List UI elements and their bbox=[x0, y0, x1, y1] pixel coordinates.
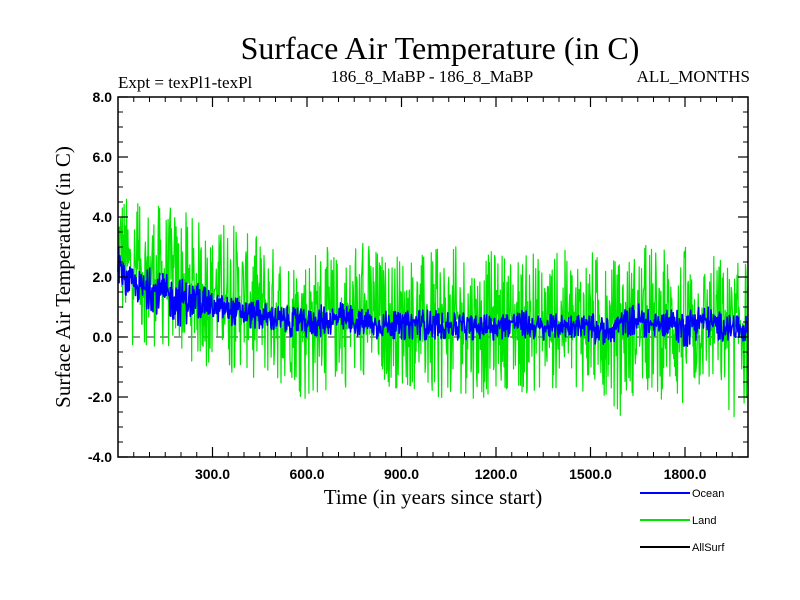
x-tick-label: 1200.0 bbox=[475, 466, 518, 482]
legend-label-ocean: Ocean bbox=[692, 488, 724, 500]
chart-subtitle-right: ALL_MONTHS bbox=[637, 67, 750, 86]
chart-subtitle-center: 186_8_MaBP - 186_8_MaBP bbox=[331, 67, 533, 86]
x-tick-label: 1800.0 bbox=[664, 466, 707, 482]
chart-title: Surface Air Temperature (in C) bbox=[241, 30, 640, 66]
y-tick-label: 8.0 bbox=[93, 89, 113, 105]
x-tick-label: 1500.0 bbox=[569, 466, 612, 482]
y-tick-label: 4.0 bbox=[93, 209, 113, 225]
y-tick-label: 2.0 bbox=[93, 269, 113, 285]
plot-area bbox=[117, 198, 749, 418]
legend: Ocean Land AllSurf bbox=[640, 488, 725, 554]
series-ocean-line bbox=[117, 246, 749, 347]
y-axis-label: Surface Air Temperature (in C) bbox=[51, 146, 75, 408]
x-axis-label: Time (in years since start) bbox=[324, 485, 543, 509]
legend-label-allsurf: AllSurf bbox=[692, 542, 725, 554]
legend-label-land: Land bbox=[692, 515, 716, 527]
x-tick-label: 600.0 bbox=[289, 466, 324, 482]
y-tick-label: 0.0 bbox=[93, 329, 113, 345]
x-tick-label: 900.0 bbox=[384, 466, 419, 482]
chart-subtitle-left: Expt = texPl1-texPl bbox=[118, 73, 253, 92]
x-tick-label: 300.0 bbox=[195, 466, 230, 482]
y-tick-label: -2.0 bbox=[88, 389, 112, 405]
y-tick-label: -4.0 bbox=[88, 449, 112, 465]
y-tick-label: 6.0 bbox=[93, 149, 113, 165]
axes: -4.0 -2.0 0.0 2.0 4.0 6.0 8.0 300.0 600.0 900.0 12… bbox=[88, 89, 749, 482]
